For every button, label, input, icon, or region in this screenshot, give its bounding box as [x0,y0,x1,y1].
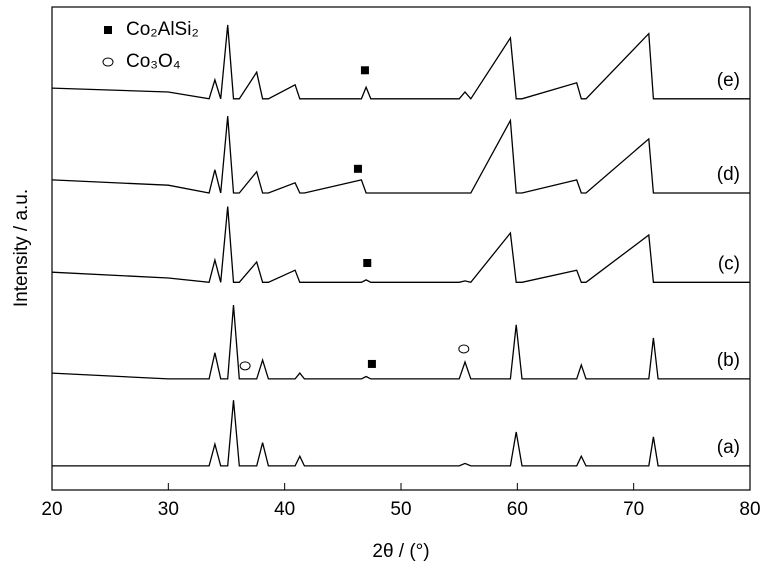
series-label: (a) [717,437,740,458]
series-label: (b) [717,350,740,371]
x-tick-label: 20 [41,499,62,520]
legend-label: Co₂AlSi₂ [126,19,199,40]
x-tick-label: 50 [390,499,411,520]
pattern-line [52,400,750,467]
phase-marker [458,344,470,354]
phase-marker [104,26,112,34]
phase-marker [239,361,251,371]
phase-marker [102,57,114,67]
series-label: (c) [718,253,740,274]
pattern-line [51,24,750,100]
x-tick-label: 80 [739,499,760,520]
legend-label: Co₃O₄ [126,51,181,72]
pattern-line [51,116,750,194]
phase-marker [360,66,369,75]
x-tick-label: 40 [274,499,295,520]
x-axis-label: 2θ / (°) [372,541,429,562]
pattern-line [51,206,750,284]
phase-marker [353,164,362,173]
series-label: (d) [717,164,740,185]
series-label: (e) [717,70,740,91]
phase-marker [363,258,372,267]
x-tick-label: 70 [623,499,644,520]
pattern-line [51,304,750,380]
phase-marker [367,359,376,368]
y-axis-label: Intensity / a.u. [11,189,32,307]
x-tick-label: 60 [507,499,528,520]
x-tick-label: 30 [158,499,179,520]
plot-frame [51,6,751,491]
